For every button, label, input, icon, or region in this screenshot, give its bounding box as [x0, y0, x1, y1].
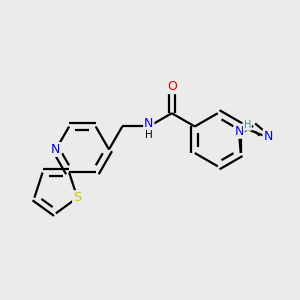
Text: N: N [263, 130, 273, 143]
Text: H: H [244, 120, 251, 130]
Text: S: S [73, 191, 82, 204]
Text: N: N [144, 118, 154, 130]
Text: O: O [167, 80, 177, 93]
Text: H: H [145, 130, 153, 140]
Text: N: N [235, 125, 244, 138]
Text: N: N [51, 143, 61, 156]
